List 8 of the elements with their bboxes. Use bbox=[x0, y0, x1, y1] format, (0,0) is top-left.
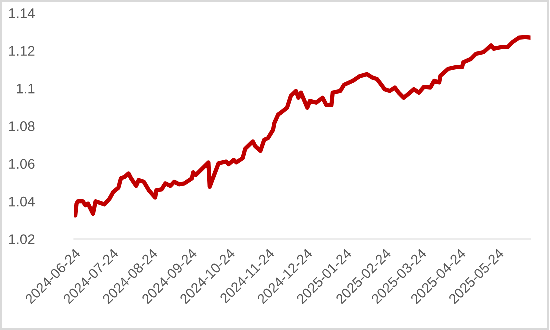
y-tick-label: 1.06 bbox=[9, 159, 35, 170]
y-tick-label: 1.14 bbox=[9, 8, 35, 18]
y-tick-label: 1.08 bbox=[9, 122, 35, 132]
y-tick-label: 1.1 bbox=[17, 84, 35, 94]
line-series bbox=[74, 35, 531, 218]
y-tick-label: 1.02 bbox=[9, 234, 35, 244]
y-tick-label: 1.04 bbox=[9, 196, 35, 207]
y-tick-label: 1.12 bbox=[9, 46, 35, 56]
